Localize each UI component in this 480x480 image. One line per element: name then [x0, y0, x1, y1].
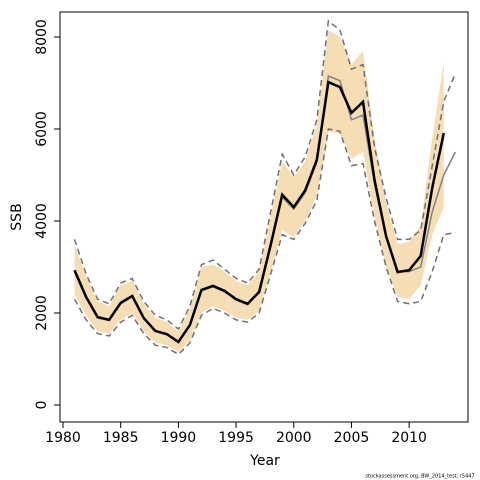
x-tick-label: 1990 [161, 430, 197, 446]
series-line [73, 128, 456, 356]
x-tick-label: 2000 [276, 430, 312, 446]
y-tick-label: 4000 [34, 203, 50, 239]
x-axis-title: Year [249, 453, 280, 469]
x-tick-label: 2010 [391, 430, 427, 446]
plot-frame [59, 11, 469, 423]
footnote: stockassessment.org, BW_2014_test, r5447 [365, 474, 474, 480]
y-tick-label: 8000 [34, 19, 50, 55]
series-line [73, 19, 456, 331]
y-axis-title: SSB [9, 203, 25, 230]
x-tick-label: 1995 [218, 430, 254, 446]
x-tick-label: 1980 [45, 430, 81, 446]
x-tick-label: 2005 [334, 430, 370, 446]
confidence-band [74, 30, 444, 353]
series-line [73, 80, 445, 344]
y-tick-label: 2000 [34, 295, 50, 331]
y-tick-label: 6000 [34, 111, 50, 147]
x-tick-label: 1985 [103, 430, 139, 446]
y-tick-label: 0 [34, 401, 50, 410]
